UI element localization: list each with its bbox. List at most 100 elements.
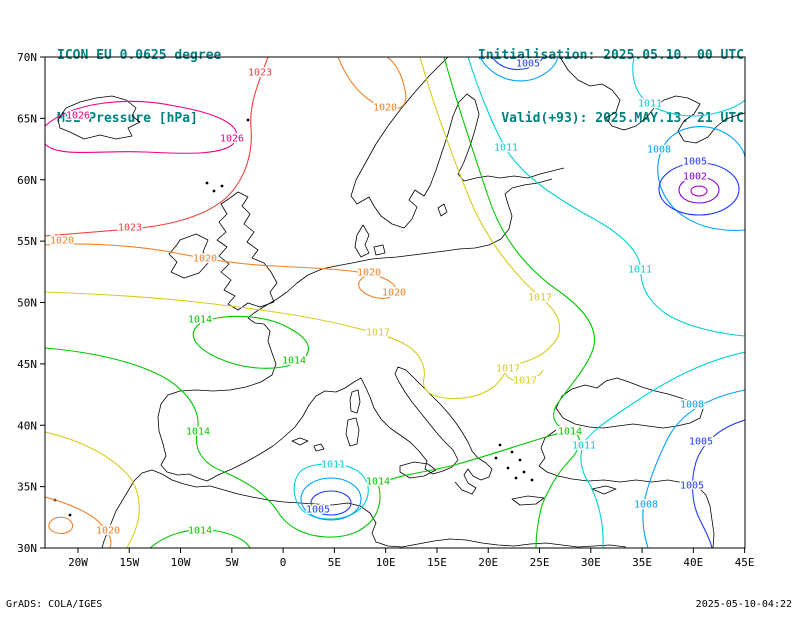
contour-label: 1023 [248,68,272,79]
coastline-segment [437,203,448,217]
creation-timestamp: 2025-05-10-04:22 [695,599,792,610]
contour-label: 1005 [683,157,707,168]
contour-line-1011 [467,57,745,337]
contour-line-1014 [192,315,309,369]
coastline-segment [559,57,745,144]
contour-label: 1005 [680,481,704,492]
contour-line-1020 [45,243,397,299]
valid-time: Valid(+93): 2025.MAY.13. 21 UTC [501,111,744,126]
island-dot [498,443,502,447]
lon-label: 10E [376,556,396,569]
lon-label: 25E [530,556,550,569]
contour-label: 1014 [188,315,212,326]
contour-label: 1020 [193,254,217,265]
contour-line-1020 [337,57,407,110]
lon-label: 20E [478,556,498,569]
coastline-segment [591,485,617,495]
coastline-segment [101,469,197,548]
contour-line-1008 [657,126,745,231]
field-title: MSL Pressure [hPa] [57,111,198,126]
lon-label: 0 [280,556,287,569]
island-dot [494,456,498,460]
lon-label: 20W [68,556,88,569]
contour-line-1005 [691,419,745,548]
lon-label: 40E [683,556,703,569]
contour-label: 1008 [680,400,704,411]
lon-label: 5W [225,556,239,569]
contour-label: 1017 [513,376,537,387]
coastline-segment [57,95,141,140]
contour-label: 1005 [306,505,330,516]
island-dot [205,181,209,185]
island-dot [212,189,216,193]
contour-line-1017 [45,431,140,548]
contour-line-1011 [293,463,369,520]
island-dot [506,466,510,470]
coastline-segment [399,461,437,479]
contour-label: 1020 [373,103,397,114]
contour-label: 1005 [516,59,540,70]
contour-line-1008 [479,57,559,82]
island-dot [68,513,72,517]
contour-line-1023 [45,57,269,237]
coastline-segment [345,417,360,447]
contour-label: 1005 [689,437,713,448]
coastline-segment [373,244,386,256]
coastline-segment [511,495,545,506]
contour-line-1008 [642,389,745,548]
lon-label: 15E [427,556,447,569]
header-right: Initialisation: 2025.05.10. 00 UTC Valid… [478,3,744,150]
grads-credit: GrADS: COLA/IGES [6,599,103,610]
init-time: Initialisation: 2025.05.10. 00 UTC [477,48,744,63]
island-dot [530,478,534,482]
lon-label: 45E [735,556,755,569]
contour-line-1005 [310,490,352,516]
lat-label: 40N [17,419,37,432]
coastline-segment [168,233,210,279]
island-dot [522,470,526,474]
coastline-segment [195,485,627,548]
contour-label: 1011 [494,143,518,154]
pressure-contours [45,57,745,548]
lat-label: 55N [17,235,37,248]
contour-line-1014 [45,347,581,548]
contour-line-1026 [45,100,238,154]
coastline-segment [291,437,309,446]
coastline-segment [354,224,370,258]
contour-label: 1014 [366,477,390,488]
coastline-segment [555,377,704,429]
island-dot [518,458,522,462]
island-dot [220,184,224,188]
coastline-segment [538,429,715,548]
coastline-segment [371,178,553,260]
contour-label: 1026 [220,134,244,145]
contour-label: 1014 [558,427,582,438]
island-dot [510,450,514,454]
contour-label: 1020 [96,526,120,537]
contour-label: 1023 [118,223,142,234]
contour-line-1002 [678,176,720,204]
contour-line-1005 [491,57,544,71]
contour-line-1011 [580,351,745,548]
lon-label: 10W [171,556,191,569]
lon-label: 5E [328,556,341,569]
island-dot [246,118,250,122]
contour-line-1005 [658,162,740,216]
lat-label: 35N [17,481,37,494]
coastline-segment [157,258,493,495]
contour-line-1011 [632,57,745,117]
contour-line-999 [690,185,708,197]
model-title: ICON EU 0.0625 degree [57,48,222,63]
contour-label: 1017 [528,293,552,304]
coastlines [53,57,745,548]
lat-label: 60N [17,174,37,187]
coastline-segment [349,389,361,414]
contour-label: 1017 [496,364,520,375]
contour-label: 1011 [638,99,662,110]
coastline-segment [216,191,278,311]
contour-labels: 1026102610231023102010201020102010201020… [48,57,714,538]
lat-label: 70N [17,51,37,64]
lon-label: 30E [581,556,601,569]
contour-line-1020 [48,516,74,534]
contour-line-1017 [45,291,507,400]
